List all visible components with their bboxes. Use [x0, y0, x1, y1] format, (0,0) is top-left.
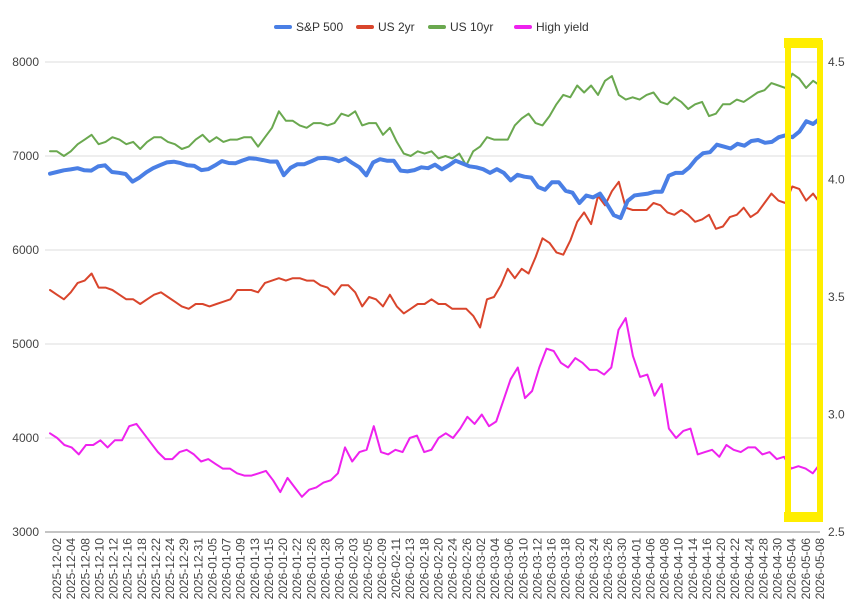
- x-tick-label: 2026-01-26: [304, 538, 318, 600]
- x-tick-label: 2026-03-04: [488, 538, 502, 600]
- legend-label: High yield: [536, 20, 589, 34]
- x-tick-label: 2025-12-08: [78, 538, 92, 600]
- x-tick-label: 2026-02-05: [361, 538, 375, 600]
- highlight-box-rect: [785, 40, 823, 522]
- y-right-tick-label: 3.5: [828, 290, 845, 304]
- legend-label: S&P 500: [296, 20, 343, 34]
- x-tick-label: 2026-04-06: [643, 538, 657, 600]
- x-tick-label: 2026-01-13: [248, 538, 262, 600]
- x-tick-label: 2026-04-14: [686, 538, 700, 600]
- y-right-tick-label: 3.0: [828, 408, 845, 422]
- x-tick-label: 2026-05-08: [813, 538, 827, 600]
- x-tick-label: 2026-04-20: [714, 538, 728, 600]
- y-axis-right: 2.5 3.0 3.5 4.0 4.5: [828, 55, 845, 539]
- x-tick-label: 2026-04-16: [700, 538, 714, 600]
- y-left-tick-label: 7000: [12, 149, 39, 163]
- x-tick-label: 2026-04-30: [771, 538, 785, 600]
- x-tick-label: 2025-12-24: [163, 538, 177, 600]
- x-tick-label: 2025-12-10: [92, 538, 106, 600]
- series-line-us-10yr: [49, 72, 821, 167]
- x-tick-label: 2026-03-02: [474, 538, 488, 600]
- y-left-tick-label: 4000: [12, 431, 39, 445]
- highlight-box: [784, 38, 823, 522]
- x-tick-label: 2026-02-18: [417, 538, 431, 600]
- x-tick-label: 2026-04-24: [742, 538, 756, 600]
- y-right-tick-label: 4.5: [828, 55, 845, 69]
- x-tick-label: 2025-12-29: [177, 538, 191, 600]
- legend-label: US 10yr: [450, 20, 493, 34]
- x-tick-label: 2026-01-22: [290, 538, 304, 600]
- x-tick-label: 2026-04-10: [672, 538, 686, 600]
- y-right-tick-label: 2.5: [828, 525, 845, 539]
- x-tick-label: 2026-03-10: [516, 538, 530, 600]
- x-tick-label: 2026-01-30: [333, 538, 347, 600]
- x-tick-label: 2026-02-24: [446, 538, 460, 600]
- x-tick-label: 2025-12-31: [191, 538, 205, 600]
- x-tick-label: 2026-03-20: [573, 538, 587, 600]
- x-tick-label: 2026-01-15: [262, 538, 276, 600]
- x-tick-label: 2025-12-18: [135, 538, 149, 600]
- x-tick-label: 2026-04-22: [728, 538, 742, 600]
- x-tick-label: 2026-02-26: [460, 538, 474, 600]
- legend-label: US 2yr: [378, 20, 415, 34]
- x-tick-label: 2026-02-03: [347, 538, 361, 600]
- legend: S&P 500 US 2yr US 10yr High yield: [274, 20, 589, 34]
- x-tick-label: 2026-05-04: [785, 538, 799, 600]
- x-axis: 2025-12-02 2025-12-04 2025-12-08 2025-12-10…: [50, 538, 827, 600]
- x-tick-label: 2026-01-07: [220, 538, 234, 600]
- series-line-us-2yr: [49, 180, 821, 329]
- y-left-tick-label: 6000: [12, 243, 39, 257]
- y-right-tick-label: 4.0: [828, 173, 845, 187]
- series-lines: [48, 72, 822, 498]
- x-tick-label: 2026-01-20: [276, 538, 290, 600]
- y-left-tick-label: 3000: [12, 525, 39, 539]
- grid: [45, 61, 820, 533]
- x-tick-label: 2026-04-28: [756, 538, 770, 600]
- y-axis-left: 3000 4000 5000 6000 7000 8000: [12, 55, 39, 539]
- x-tick-label: 2026-03-06: [502, 538, 516, 600]
- x-tick-label: 2026-03-26: [601, 538, 615, 600]
- x-tick-label: 2026-02-20: [432, 538, 446, 600]
- series-line-high-yield: [49, 317, 821, 498]
- y-left-tick-label: 8000: [12, 55, 39, 69]
- x-tick-label: 2026-03-12: [530, 538, 544, 600]
- x-tick-label: 2025-12-04: [64, 538, 78, 600]
- x-tick-label: 2026-02-09: [375, 538, 389, 600]
- x-tick-label: 2026-01-28: [318, 538, 332, 600]
- x-tick-label: 2026-02-11: [389, 538, 403, 599]
- x-tick-label: 2025-12-22: [149, 538, 163, 600]
- x-tick-label: 2025-12-02: [50, 538, 64, 600]
- x-tick-label: 2026-04-08: [658, 538, 672, 600]
- x-tick-label: 2026-03-18: [559, 538, 573, 600]
- series-line-s-p-500: [48, 116, 822, 220]
- x-tick-label: 2026-03-24: [587, 538, 601, 600]
- x-tick-label: 2026-05-06: [799, 538, 813, 600]
- x-tick-label: 2026-01-09: [234, 538, 248, 600]
- x-tick-label: 2026-03-16: [545, 538, 559, 600]
- x-tick-label: 2025-12-12: [107, 538, 121, 600]
- x-tick-label: 2026-04-01: [629, 538, 643, 600]
- x-tick-label: 2026-02-13: [403, 538, 417, 600]
- x-tick-label: 2026-01-05: [205, 538, 219, 600]
- x-tick-label: 2026-03-30: [615, 538, 629, 600]
- y-left-tick-label: 5000: [12, 337, 39, 351]
- x-tick-label: 2025-12-16: [121, 538, 135, 600]
